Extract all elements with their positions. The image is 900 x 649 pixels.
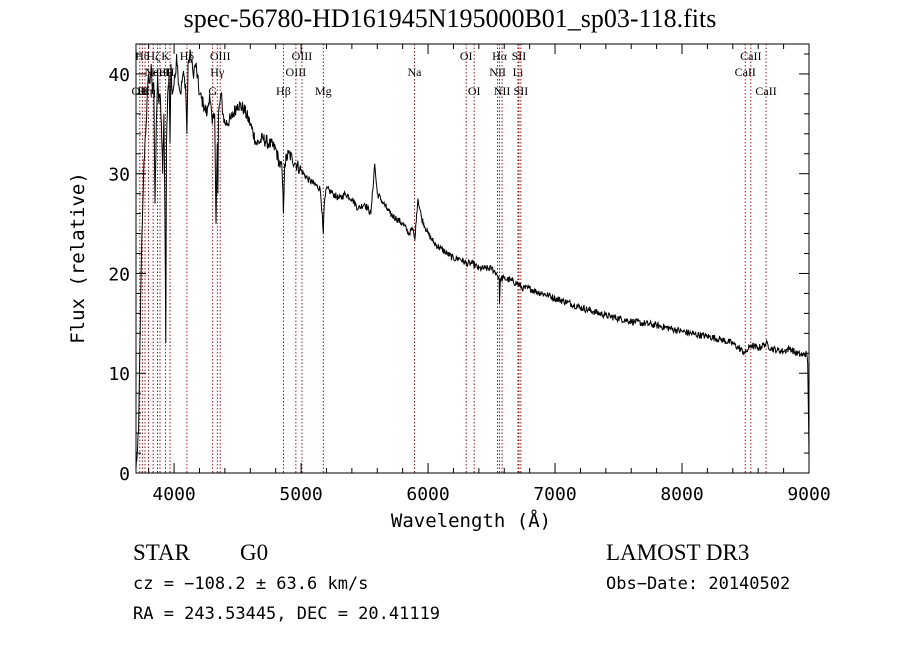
line-marker-label-8: H	[166, 65, 175, 79]
line-marker-label-28: CaII	[755, 84, 776, 98]
line-marker-label-19: OI	[468, 84, 481, 98]
x-tick-label-1: 5000	[279, 484, 322, 505]
line-marker-label-22: NII	[494, 84, 511, 98]
line-marker-label-14: OIII	[286, 65, 307, 79]
y-tick-label-4: 40	[108, 65, 130, 86]
line-marker-label-7: K	[161, 49, 170, 63]
line-marker-label-18: OI	[460, 49, 473, 63]
y-tick-label-3: 30	[108, 165, 130, 186]
line-marker-label-25: SII	[514, 84, 529, 98]
object-subclass-label: G0	[240, 540, 269, 565]
line-marker-label-15: OIII	[292, 49, 313, 63]
object-class-label: STAR	[133, 540, 190, 565]
line-marker-label-23: Li	[513, 65, 524, 79]
line-marker-label-17: Na	[407, 65, 422, 79]
line-marker-label-20: NII	[489, 65, 506, 79]
obs-date-label: Obs−Date: 20140502	[606, 574, 791, 594]
x-tick-label-2: 6000	[406, 484, 449, 505]
survey-label: LAMOST DR3	[606, 540, 750, 565]
line-marker-label-16: Mg	[315, 84, 332, 98]
line-marker-label-4: Hζ	[146, 49, 160, 63]
x-tick-label-0: 4000	[152, 484, 195, 505]
x-tick-label-5: 9000	[787, 484, 830, 505]
y-tick-label-1: 10	[108, 364, 130, 385]
line-marker-label-24: SII	[512, 49, 527, 63]
line-marker-label-21: Hα	[492, 49, 508, 63]
redshift-label: cz = −108.2 ± 63.6 km/s	[133, 574, 369, 594]
y-axis-label: Flux (relative)	[67, 172, 89, 344]
line-marker-label-10: G	[208, 84, 217, 98]
chart-title: spec-56780-HD161945N195000B01_sp03-118.f…	[183, 4, 717, 33]
line-marker-label-27: CaII	[740, 49, 761, 63]
line-marker-label-6: HeI	[151, 65, 169, 79]
line-marker-label-13: Hβ	[276, 84, 291, 98]
line-marker-label-1: Hθ	[135, 49, 150, 63]
line-marker-label-11: Hγ	[210, 65, 225, 79]
line-marker-label-12: OIII	[210, 49, 231, 63]
x-tick-label-3: 7000	[533, 484, 576, 505]
radec-label: RA = 243.53445, DEC = 20.41119	[133, 604, 441, 624]
spectrum-line	[135, 49, 810, 469]
x-tick-label-4: 8000	[660, 484, 703, 505]
line-marker-label-26: CaII	[735, 65, 756, 79]
y-tick-label-0: 0	[119, 464, 130, 485]
y-tick-label-2: 20	[108, 264, 130, 285]
plot-frame	[135, 43, 810, 474]
x-axis-label: Wavelength (Å)	[390, 510, 552, 532]
